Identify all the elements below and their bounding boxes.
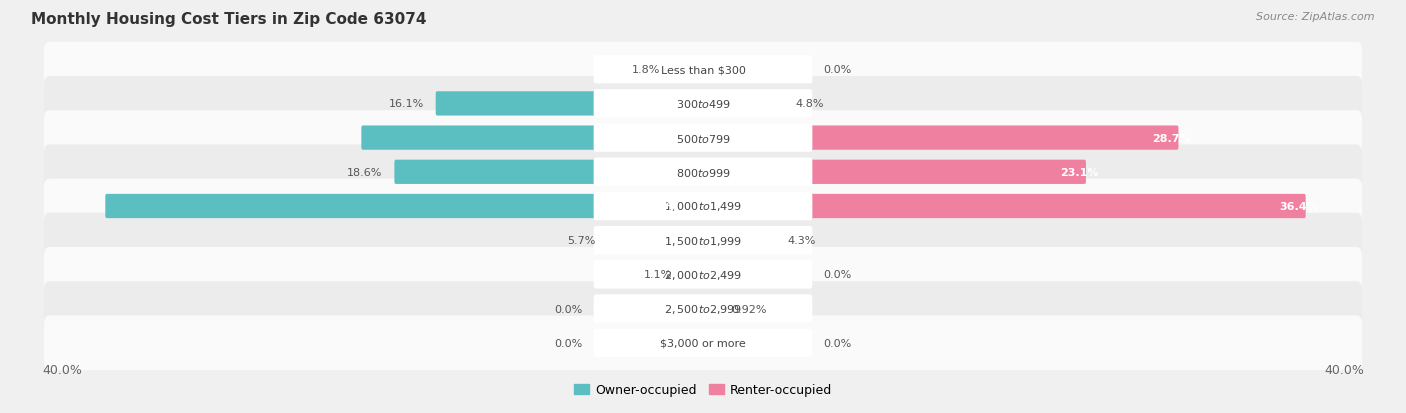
FancyBboxPatch shape	[44, 316, 1362, 370]
Text: 0.92%: 0.92%	[731, 304, 766, 314]
FancyBboxPatch shape	[105, 195, 704, 218]
Text: 23.1%: 23.1%	[1060, 167, 1098, 177]
FancyBboxPatch shape	[593, 124, 813, 152]
Text: 36.4%: 36.4%	[1279, 202, 1319, 211]
Text: 28.7%: 28.7%	[1153, 133, 1191, 143]
FancyBboxPatch shape	[683, 263, 704, 287]
FancyBboxPatch shape	[593, 90, 813, 118]
FancyBboxPatch shape	[593, 295, 813, 323]
FancyBboxPatch shape	[702, 195, 1306, 218]
Text: $800 to $999: $800 to $999	[675, 166, 731, 178]
FancyBboxPatch shape	[44, 145, 1362, 199]
Text: 0.0%: 0.0%	[554, 304, 582, 314]
Text: Source: ZipAtlas.com: Source: ZipAtlas.com	[1257, 12, 1375, 22]
FancyBboxPatch shape	[395, 160, 704, 185]
Text: 0.0%: 0.0%	[824, 338, 852, 348]
FancyBboxPatch shape	[436, 92, 704, 116]
FancyBboxPatch shape	[44, 43, 1362, 97]
FancyBboxPatch shape	[593, 192, 813, 221]
Text: Less than $300: Less than $300	[661, 65, 745, 75]
Text: $500 to $799: $500 to $799	[675, 132, 731, 144]
Text: 40.0%: 40.0%	[42, 363, 82, 376]
Text: 0.0%: 0.0%	[554, 338, 582, 348]
FancyBboxPatch shape	[702, 228, 775, 253]
FancyBboxPatch shape	[702, 126, 1178, 150]
Legend: Owner-occupied, Renter-occupied: Owner-occupied, Renter-occupied	[568, 378, 838, 401]
FancyBboxPatch shape	[607, 228, 704, 253]
FancyBboxPatch shape	[44, 77, 1362, 131]
FancyBboxPatch shape	[44, 282, 1362, 336]
FancyBboxPatch shape	[672, 58, 704, 82]
Text: 4.3%: 4.3%	[787, 236, 815, 246]
Text: $1,000 to $1,499: $1,000 to $1,499	[664, 200, 742, 213]
FancyBboxPatch shape	[702, 92, 783, 116]
Text: $1,500 to $1,999: $1,500 to $1,999	[664, 234, 742, 247]
FancyBboxPatch shape	[361, 126, 704, 150]
Text: 20.6%: 20.6%	[640, 133, 678, 143]
Text: 36.1%: 36.1%	[640, 202, 678, 211]
Text: 1.1%: 1.1%	[644, 270, 672, 280]
FancyBboxPatch shape	[44, 247, 1362, 302]
Text: 5.7%: 5.7%	[567, 236, 596, 246]
FancyBboxPatch shape	[702, 160, 1085, 185]
Text: Monthly Housing Cost Tiers in Zip Code 63074: Monthly Housing Cost Tiers in Zip Code 6…	[31, 12, 426, 27]
FancyBboxPatch shape	[593, 56, 813, 84]
FancyBboxPatch shape	[593, 226, 813, 255]
FancyBboxPatch shape	[702, 297, 720, 321]
Text: 0.0%: 0.0%	[824, 270, 852, 280]
Text: $2,000 to $2,499: $2,000 to $2,499	[664, 268, 742, 281]
FancyBboxPatch shape	[593, 261, 813, 289]
FancyBboxPatch shape	[44, 214, 1362, 268]
Text: 1.8%: 1.8%	[631, 65, 659, 75]
FancyBboxPatch shape	[44, 111, 1362, 166]
Text: $2,500 to $2,999: $2,500 to $2,999	[664, 302, 742, 316]
FancyBboxPatch shape	[593, 329, 813, 357]
FancyBboxPatch shape	[593, 158, 813, 187]
Text: $300 to $499: $300 to $499	[675, 98, 731, 110]
Text: 4.8%: 4.8%	[796, 99, 824, 109]
Text: 16.1%: 16.1%	[388, 99, 423, 109]
Text: $3,000 or more: $3,000 or more	[661, 338, 745, 348]
Text: 18.6%: 18.6%	[347, 167, 382, 177]
Text: 0.0%: 0.0%	[824, 65, 852, 75]
FancyBboxPatch shape	[44, 179, 1362, 234]
Text: 40.0%: 40.0%	[1324, 363, 1364, 376]
